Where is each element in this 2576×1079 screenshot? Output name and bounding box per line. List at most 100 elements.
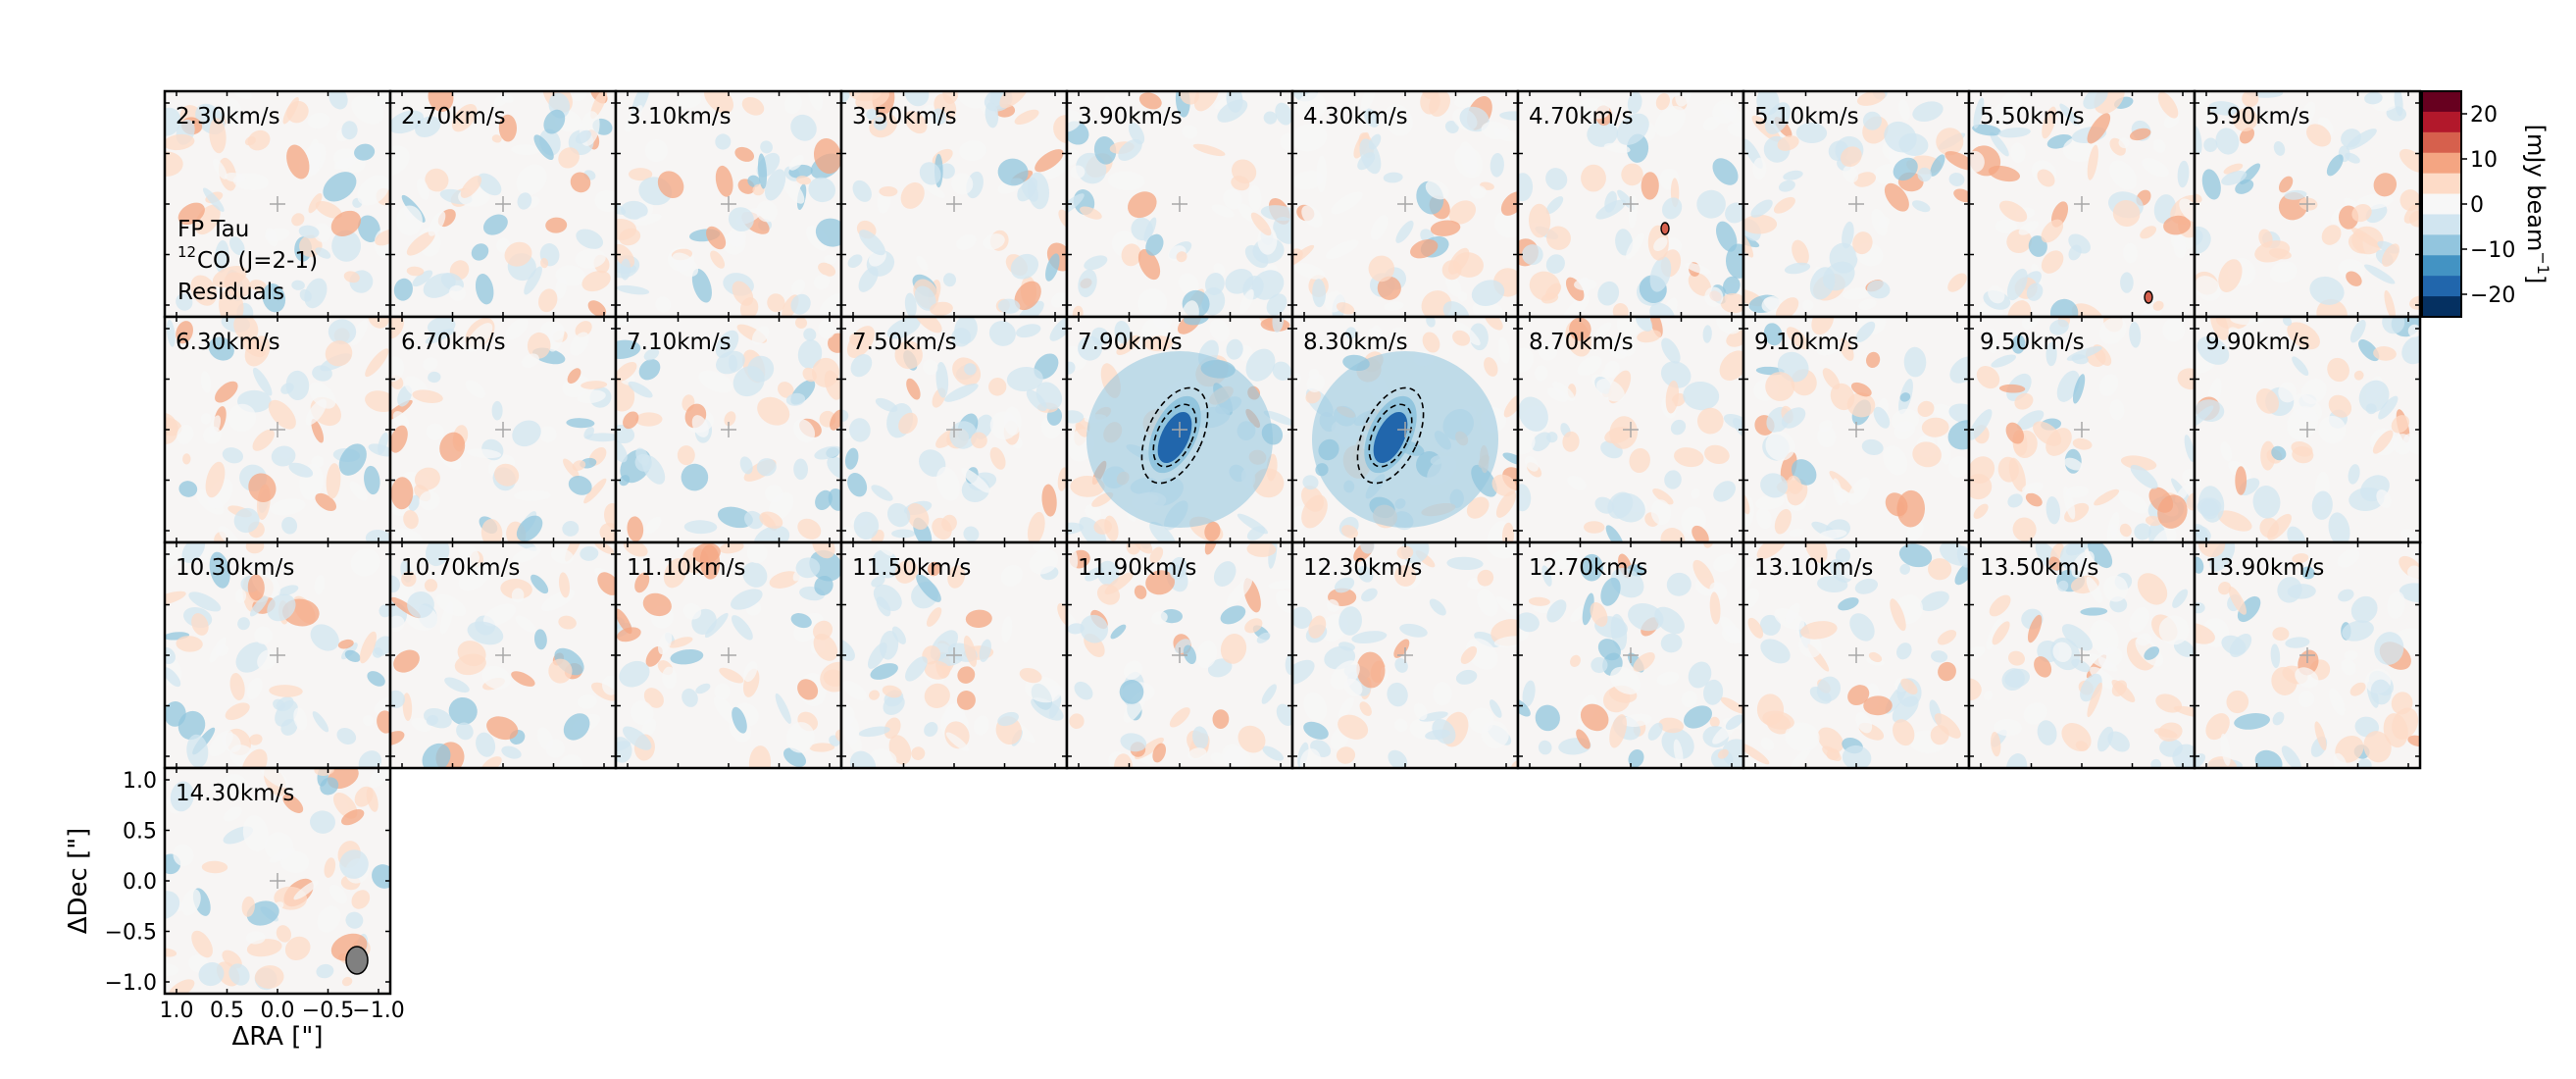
- center-marker: [1397, 422, 1413, 437]
- residual-blob: [813, 633, 838, 661]
- velocity-label: 7.10km/s: [627, 330, 732, 355]
- residual-blob: [769, 571, 800, 589]
- residual-blob: [1850, 382, 1872, 397]
- residual-blob: [2267, 513, 2292, 540]
- residual-blob: [988, 378, 1007, 396]
- residual-blob: [2298, 101, 2316, 129]
- residual-blob: [604, 502, 616, 529]
- residual-blob: [747, 175, 761, 187]
- residual-blob: [2025, 492, 2043, 507]
- residual-blob: [1720, 616, 1743, 643]
- residual-blob: [1474, 631, 1500, 648]
- residual-blob: [1868, 651, 1883, 663]
- residual-blob: [812, 542, 835, 559]
- axis-tick: [1743, 542, 1969, 768]
- residual-blob: [1211, 204, 1235, 218]
- residual-blob: [2129, 128, 2151, 141]
- residual-blob: [2394, 91, 2403, 117]
- residual-blob: [1604, 190, 1617, 213]
- axis-tick: [165, 768, 390, 994]
- residual-blob: [813, 138, 841, 175]
- residual-blob: [374, 636, 390, 656]
- residual-blob: [1031, 697, 1064, 721]
- channel-panel: [165, 768, 390, 994]
- residual-blob: [1067, 522, 1085, 535]
- residual-blob: [1647, 722, 1663, 741]
- residual-blob: [2407, 324, 2420, 337]
- colorbar-tick-label: 0: [2470, 193, 2484, 218]
- x-tick-label: 1.0: [160, 999, 194, 1023]
- residual-blob: [412, 270, 433, 287]
- residual-blob: [1339, 606, 1362, 636]
- residual-blob: [1263, 111, 1278, 125]
- axis-tick: [1067, 317, 1292, 542]
- residual-blob: [393, 278, 413, 301]
- residual-blob: [177, 710, 206, 741]
- residual-blob: [2106, 511, 2120, 542]
- axis-tick: [1969, 317, 2195, 542]
- residual-blob: [500, 93, 514, 103]
- residual-blob: [1486, 542, 1518, 559]
- residual-blob: [1654, 606, 1685, 635]
- axis-tick: [1743, 542, 1969, 768]
- residual-blob: [315, 247, 331, 259]
- residual-blob: [471, 243, 489, 261]
- residual-blob: [942, 273, 957, 287]
- residual-blob: [1466, 496, 1490, 519]
- residual-blob: [2120, 272, 2134, 293]
- residual-blob: [575, 321, 592, 337]
- residual-blob: [244, 335, 271, 367]
- residual-blob: [1822, 745, 1842, 761]
- colorbar-segment: [2422, 152, 2461, 175]
- y-tick-label: −1.0: [105, 971, 157, 996]
- residual-blob: [2111, 680, 2128, 697]
- residual-blob: [245, 931, 266, 945]
- residual-blob: [1649, 302, 1676, 317]
- colorbar-segment: [2422, 91, 2461, 113]
- residual-blob: [2373, 173, 2398, 197]
- residual-blob: [1035, 382, 1063, 410]
- residual-blob: [1017, 300, 1044, 317]
- residual-blob: [1334, 577, 1355, 593]
- residual-blob: [2327, 357, 2349, 383]
- residuals-label: Residuals: [177, 280, 284, 305]
- axis-tick: [2195, 91, 2420, 317]
- residual-blob: [956, 233, 977, 250]
- residual-blob: [2387, 591, 2405, 619]
- residual-blob: [2136, 633, 2152, 646]
- residual-blob: [1074, 681, 1093, 700]
- residual-blob: [2393, 434, 2413, 455]
- residual-blob: [1777, 135, 1799, 151]
- residual-blob: [1622, 713, 1652, 728]
- residual-blob: [1626, 232, 1644, 260]
- center-marker: [1623, 422, 1639, 437]
- residual-blob: [731, 589, 763, 610]
- axis-tick: [616, 91, 841, 317]
- residual-blob: [803, 328, 817, 341]
- residual-blob: [1552, 381, 1576, 401]
- residual-blob: [1363, 108, 1380, 128]
- residual-blob: [739, 456, 753, 475]
- residual-blob: [1661, 337, 1681, 364]
- residual-blob: [465, 380, 486, 398]
- residual-blob: [354, 786, 374, 807]
- residual-blob: [222, 447, 244, 464]
- residual-blob: [949, 421, 978, 449]
- residual-blob: [1660, 633, 1683, 653]
- residual-blob: [2292, 445, 2314, 464]
- axis-tick: [390, 317, 616, 542]
- residual-blob: [1862, 111, 1882, 130]
- residual-blob: [638, 358, 661, 381]
- residual-blob: [2099, 317, 2127, 344]
- residual-blob: [1655, 93, 1670, 111]
- residual-blob: [165, 107, 181, 136]
- residual-blob: [550, 548, 575, 564]
- axis-tick: [1518, 542, 1743, 768]
- residual-blob: [1804, 542, 1828, 563]
- residual-blob: [350, 320, 368, 346]
- residual-blob: [886, 317, 921, 339]
- residual-blob: [1072, 305, 1084, 317]
- residual-blob: [538, 288, 558, 313]
- residual-blob: [2026, 283, 2044, 301]
- residual-blob: [1633, 651, 1655, 672]
